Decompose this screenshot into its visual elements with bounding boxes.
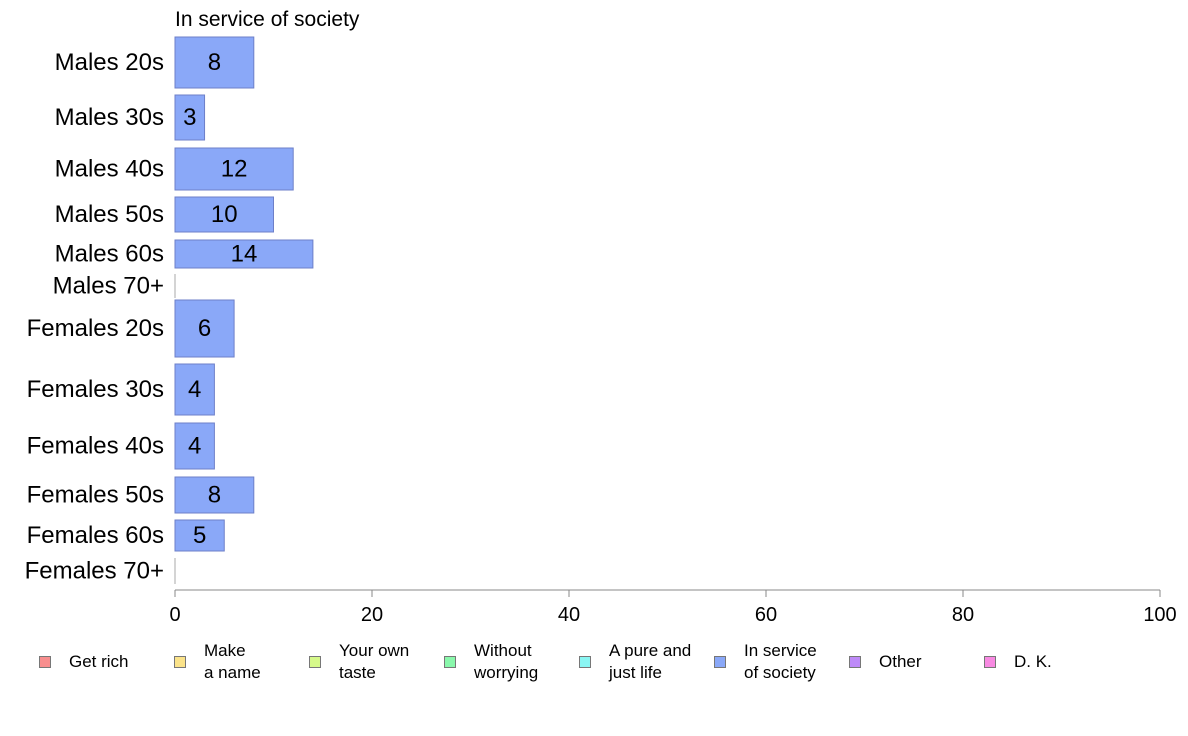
bar [174,94,206,141]
legend-item: Other [849,640,922,684]
category-label: Males 40s [55,156,164,183]
x-tick-label: 60 [755,604,777,626]
legend-item: Your own taste [309,640,409,684]
legend-label: A pure and just life [609,641,692,682]
category-label: Females 40s [27,433,164,460]
bar-chart: In service of society Males 20s 8 Males 30… [25,8,1177,626]
bar-value-label: 6 [198,315,211,342]
bar-value-label: 5 [193,522,206,549]
bar-value-label: 12 [221,156,248,183]
category-label: Females 30s [27,376,164,403]
legend-item: In service of society [714,640,817,684]
legend-label: Without worrying [474,641,539,682]
category-label: Males 20s [55,49,164,76]
legend-swatch [984,656,996,668]
bar [174,476,255,514]
x-tick-label: 80 [952,604,974,626]
legend-label: D. K. [1014,652,1052,671]
legend-label: Make a name [204,641,261,682]
legend-item: Make a name [174,640,261,684]
category-label: Females 20s [27,315,164,342]
x-tick-label: 20 [361,604,383,626]
bar [174,147,294,191]
x-tick-label: 0 [169,604,180,626]
bar-value-label: 14 [231,241,258,268]
legend-item: D. K. [984,640,1052,684]
bar-value-label: 3 [183,104,196,131]
category-label: Males 70+ [53,273,164,300]
bar-value-label: 10 [211,201,238,228]
legend-label: Your own taste [339,641,410,682]
bar [174,36,255,89]
legend-swatch [309,656,321,668]
legend-item: A pure and just life [579,640,691,684]
category-label: Males 60s [55,241,164,268]
legend-swatch [579,656,591,668]
category-label: Males 50s [55,201,164,228]
legend-label: In service of society [744,641,817,682]
legend-swatch [174,656,186,668]
legend-item: Get rich [39,640,129,684]
bar [174,299,235,358]
chart-title: In service of society [175,8,360,31]
bar [174,422,215,470]
bar-value-label: 4 [188,376,201,403]
legend-label: Get rich [69,652,129,671]
bar [174,519,225,552]
legend-swatch [714,656,726,668]
category-label: Males 30s [55,104,164,131]
bar-value-label: 4 [188,433,201,460]
bar-value-label: 8 [208,49,221,76]
x-tick-label: 40 [558,604,580,626]
x-tick-label: 100 [1143,604,1176,626]
category-label: Females 60s [27,522,164,549]
bar-value-label: 8 [208,482,221,509]
category-label: Females 70+ [25,558,164,585]
bar [174,196,274,233]
legend-item: Without worrying [444,640,538,684]
bar [174,239,314,269]
bar [174,363,215,416]
legend-swatch [849,656,861,668]
legend-label: Other [879,652,922,671]
legend-swatch [444,656,456,668]
legend: Get rich Make a name Your own taste Without wo… [0,640,1188,690]
category-label: Females 50s [27,482,164,509]
legend-swatch [39,656,51,668]
